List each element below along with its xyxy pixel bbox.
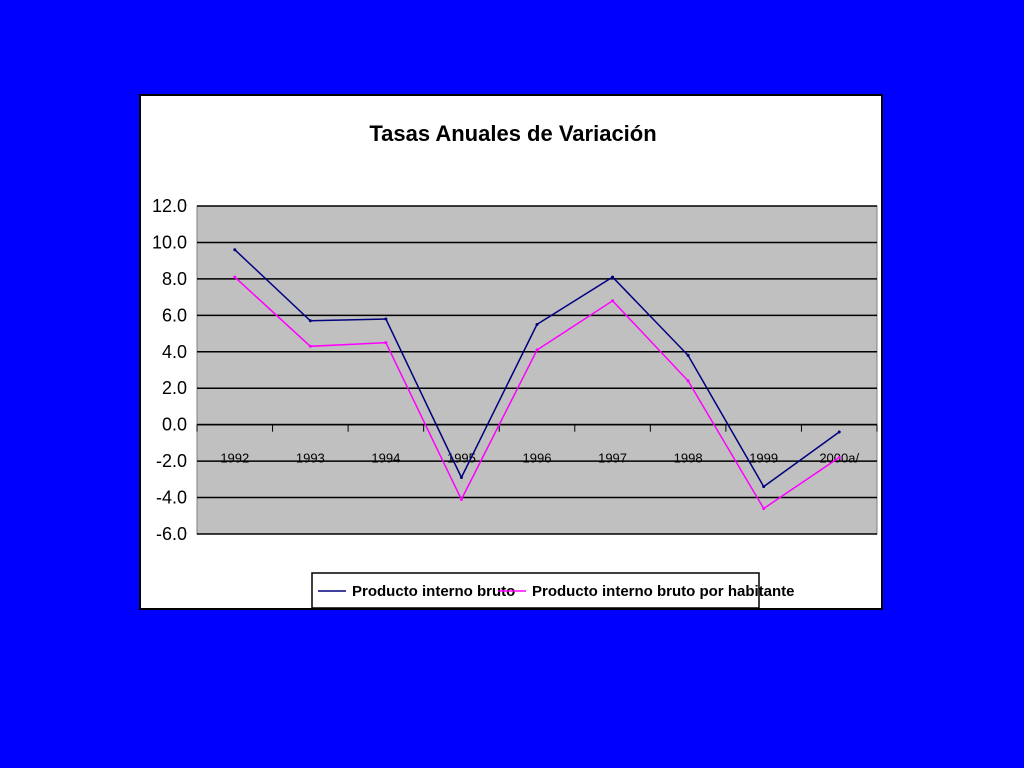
- x-tick-label: 1996: [523, 451, 552, 466]
- data-point: [459, 497, 463, 501]
- y-tick-label: -6.0: [156, 524, 187, 544]
- y-tick-label: 2.0: [162, 378, 187, 398]
- data-point: [308, 344, 312, 348]
- y-tick-label: -4.0: [156, 488, 187, 508]
- data-point: [686, 379, 690, 383]
- data-point: [459, 476, 463, 480]
- x-tick-label: 1998: [674, 451, 703, 466]
- data-point: [233, 275, 237, 279]
- x-tick-label: 1997: [598, 451, 627, 466]
- data-point: [837, 430, 841, 434]
- x-tick-label: 1993: [296, 451, 325, 466]
- y-tick-label: 0.0: [162, 415, 187, 435]
- legend-label: Producto interno bruto por habitante: [532, 583, 795, 600]
- data-point: [762, 485, 766, 489]
- x-tick-label: 1992: [220, 451, 249, 466]
- data-point: [535, 348, 539, 352]
- legend: Producto interno bruto Producto interno b…: [311, 572, 795, 608]
- y-tick-label: -2.0: [156, 451, 187, 471]
- data-point: [535, 322, 539, 326]
- x-tick-label: 1999: [749, 451, 778, 466]
- y-axis-ticks: 12.0 10.0 8.0 6.0 4.0 2.0 0.0 -2.0 -4.0 -6.0: [152, 196, 187, 544]
- data-point: [762, 506, 766, 510]
- chart-title: Tasas Anuales de Variación: [369, 121, 656, 146]
- data-point: [611, 275, 615, 279]
- y-tick-label: 8.0: [162, 269, 187, 289]
- y-tick-label: 10.0: [152, 232, 187, 252]
- line-chart: Tasas Anuales de Variación 12.0 10.0 8.0 6.…: [152, 121, 878, 608]
- legend-label: Producto interno bruto: [352, 583, 515, 600]
- data-point: [384, 317, 388, 321]
- data-point: [384, 341, 388, 345]
- data-point: [233, 248, 237, 252]
- y-tick-label: 4.0: [162, 342, 187, 362]
- legend-box: [311, 572, 760, 608]
- plot-area: [196, 205, 878, 535]
- x-axis: 199219931994199519961997199819992000a/: [196, 423, 878, 466]
- chart-frame: Tasas Anuales de Variación 12.0 10.0 8.0 6.…: [139, 94, 883, 610]
- y-tick-label: 6.0: [162, 305, 187, 325]
- y-tick-label: 12.0: [152, 196, 187, 216]
- data-point: [686, 353, 690, 357]
- data-point: [611, 299, 615, 303]
- x-tick-label: 1994: [371, 451, 400, 466]
- data-point: [308, 319, 312, 323]
- data-point: [837, 455, 841, 459]
- series-lines: [233, 248, 841, 510]
